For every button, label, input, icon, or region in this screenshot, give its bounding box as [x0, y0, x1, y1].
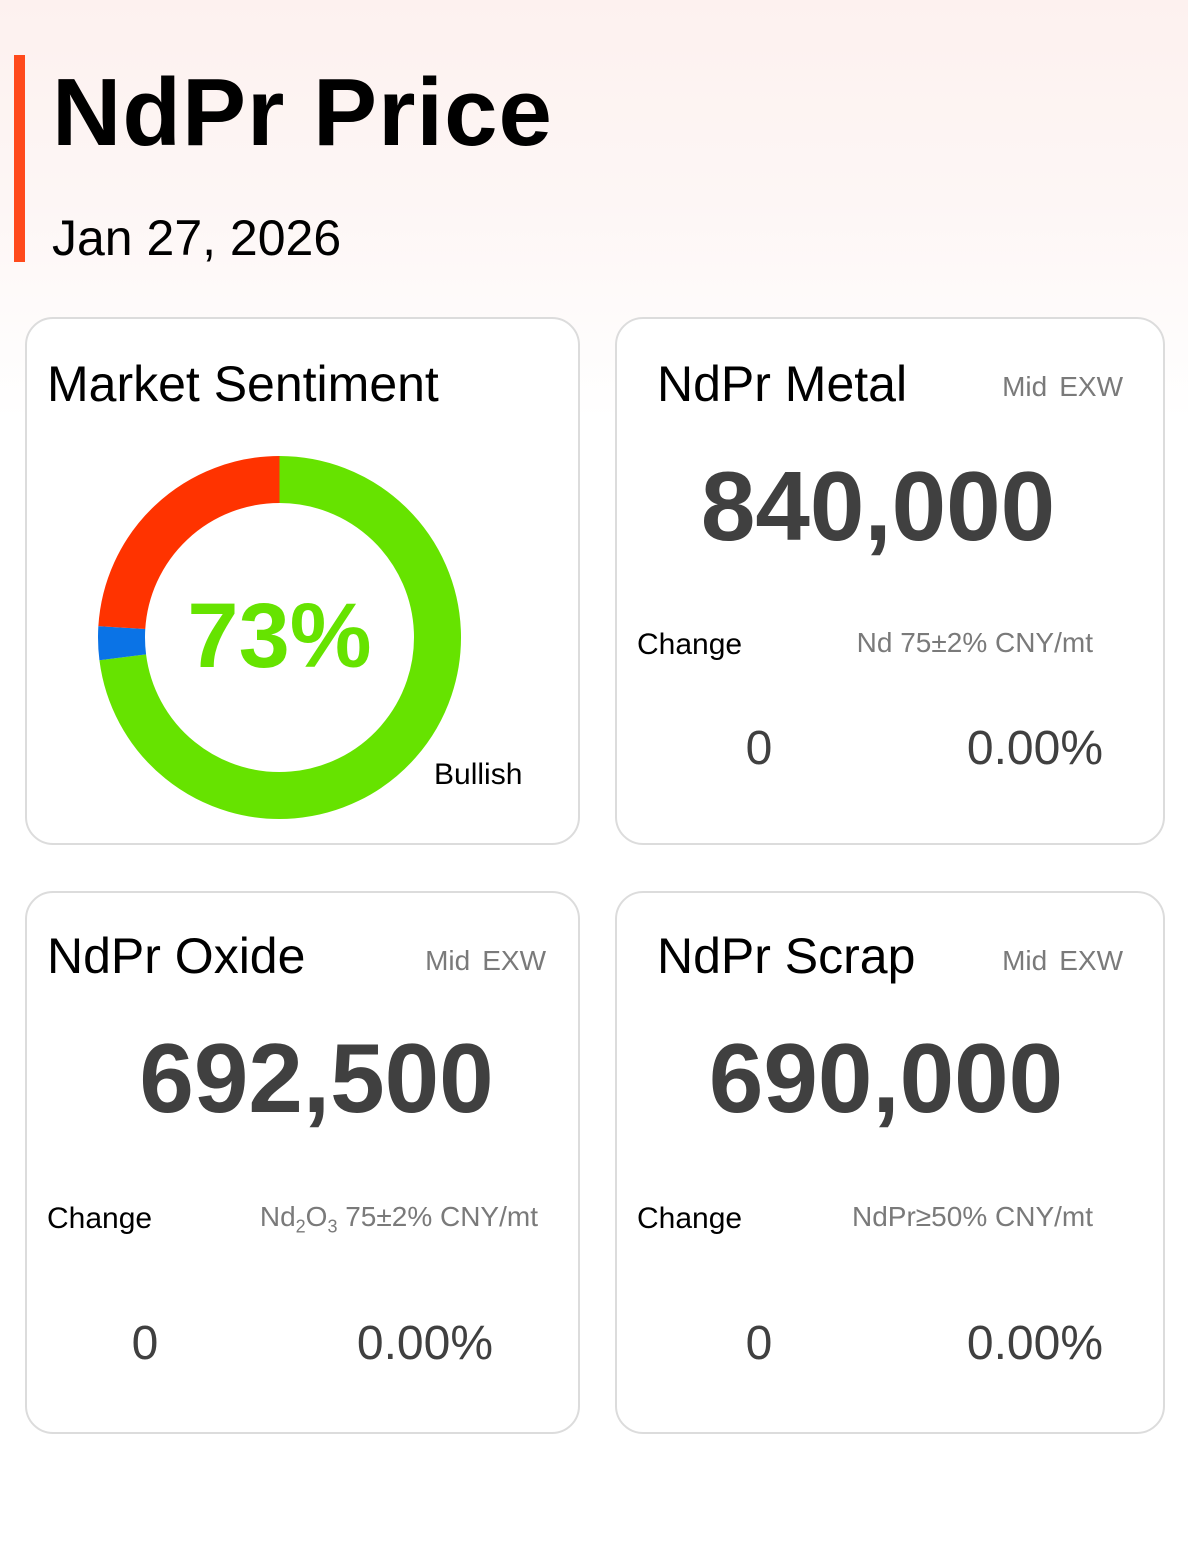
page-date: Jan 27, 2026 — [52, 210, 342, 266]
sentiment-donut-chart — [98, 456, 461, 819]
basis-exw: EXW — [482, 945, 546, 976]
basis-mid: Mid — [1002, 371, 1048, 402]
donut-segment-bullish — [99, 456, 461, 819]
change-percent: 0.00% — [966, 1317, 1103, 1370]
basis-mid: Mid — [1002, 945, 1048, 976]
change-label: Change — [637, 1202, 743, 1235]
basis-mid: Mid — [425, 945, 471, 976]
card-title: NdPr Metal — [657, 356, 908, 412]
price-value: 692,500 — [139, 1023, 494, 1133]
sentiment-percent: 73% — [187, 585, 372, 687]
price-basis: Mid EXW — [425, 945, 546, 977]
basis-exw: EXW — [1059, 371, 1123, 402]
change-percent: 0.00% — [356, 1317, 493, 1370]
basis-exw: EXW — [1059, 945, 1123, 976]
price-basis: Mid EXW — [1002, 945, 1123, 977]
spec-label: Nd 75±2% CNY/mt — [856, 627, 1093, 658]
ndpr-scrap-card: NdPr Scrap Mid EXW 690,000 Change NdPr≥50… — [615, 891, 1165, 1434]
sentiment-caption: Bullish — [434, 758, 523, 791]
page-title: NdPr Price — [52, 59, 553, 166]
price-value: 690,000 — [708, 1023, 1064, 1133]
price-value: 840,000 — [700, 451, 1056, 561]
card-title: NdPr Scrap — [657, 928, 916, 984]
donut-segment-bearish — [98, 456, 281, 630]
title-accent-bar — [14, 55, 25, 262]
price-basis: Mid EXW — [1002, 371, 1123, 403]
card-title: Market Sentiment — [47, 356, 439, 412]
change-absolute: 0 — [131, 1317, 159, 1370]
ndpr-metal-card: NdPr Metal Mid EXW 840,000 Change Nd 75±2… — [615, 317, 1165, 845]
spec-label: Nd2O3 75±2% CNY/mt — [259, 1201, 538, 1237]
change-absolute: 0 — [745, 722, 773, 775]
change-label: Change — [47, 1202, 153, 1235]
ndpr-oxide-card: NdPr Oxide Mid EXW 692,500 Change Nd2O3 7… — [25, 891, 580, 1434]
change-percent: 0.00% — [966, 722, 1103, 775]
change-absolute: 0 — [745, 1317, 773, 1370]
change-label: Change — [637, 628, 743, 661]
spec-label: NdPr≥50% CNY/mt — [852, 1201, 1093, 1232]
card-title: NdPr Oxide — [47, 928, 306, 984]
donut-segment-neutral — [98, 626, 147, 661]
market-sentiment-card: Market Sentiment 73% Bullish — [25, 317, 580, 845]
